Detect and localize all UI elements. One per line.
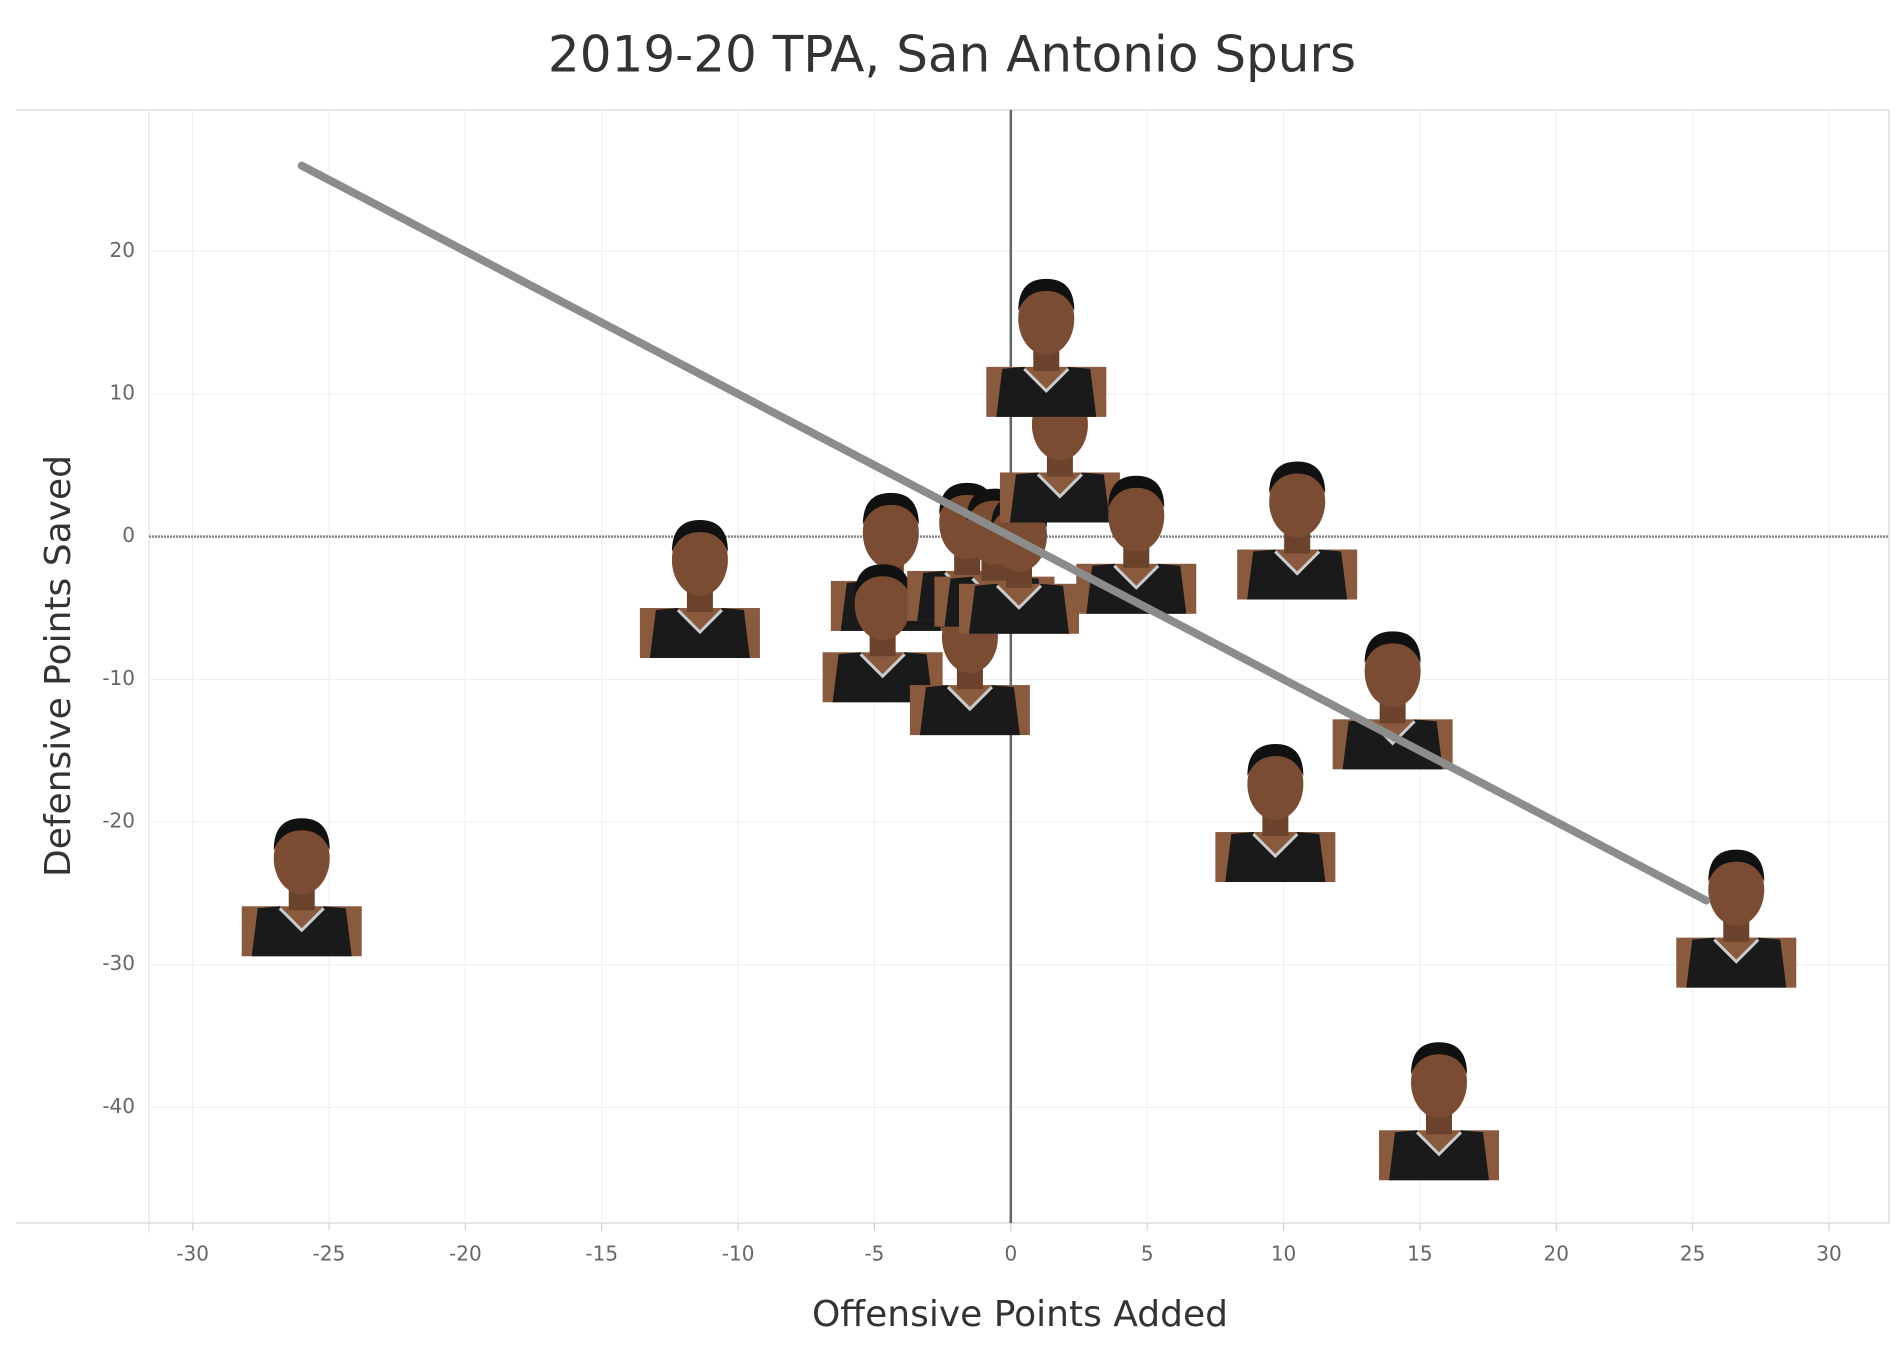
jersey-trim	[1415, 1131, 1463, 1157]
head	[1018, 282, 1075, 355]
hair	[1269, 461, 1326, 494]
y-axis-label: Defensive Points Saved	[38, 455, 79, 877]
hair	[862, 492, 919, 525]
jersey-trim	[278, 907, 325, 933]
player-headshot	[639, 520, 760, 659]
head	[671, 524, 728, 597]
hair	[1247, 744, 1304, 777]
hair	[1708, 849, 1765, 882]
chart-title: 2019-20 TPA, San Antonio Spurs	[548, 26, 1356, 84]
jersey-trim	[1252, 832, 1299, 859]
y-tick-label: -10	[102, 666, 135, 690]
x-tick-label: 20	[1544, 1242, 1569, 1266]
y-tick-label: -40	[102, 1094, 135, 1118]
x-tick-label: -10	[722, 1242, 755, 1266]
hair	[1108, 475, 1165, 508]
x-tick-label: -15	[585, 1242, 618, 1266]
head	[1269, 465, 1326, 538]
hair	[273, 818, 330, 851]
hair	[671, 520, 728, 553]
head	[1411, 1046, 1467, 1119]
player-headshot	[822, 564, 943, 703]
jersey-trim	[676, 608, 723, 635]
trend-line	[297, 161, 1711, 905]
y-tick-label: -30	[102, 951, 135, 975]
head	[1108, 479, 1165, 552]
x-tick-label: 25	[1680, 1242, 1705, 1266]
player-headshot	[1215, 744, 1336, 883]
y-tick-label: 0	[122, 523, 135, 547]
player-headshot	[1676, 849, 1797, 988]
jersey-trim	[946, 686, 993, 712]
jersey-trim	[995, 584, 1043, 610]
hair	[854, 564, 911, 597]
player-headshot	[1237, 461, 1358, 600]
y-tick-label: -20	[102, 809, 135, 833]
hair	[939, 482, 996, 515]
x-tick-label: -20	[449, 1242, 482, 1266]
x-tick-label: -5	[864, 1242, 884, 1266]
jersey-trim	[1274, 550, 1321, 576]
head	[273, 822, 330, 895]
y-tick-label: 10	[110, 380, 135, 404]
x-tick-label: -30	[176, 1242, 209, 1266]
jersey-trim	[1036, 473, 1083, 499]
jersey-trim	[859, 653, 906, 679]
player-headshot	[1332, 631, 1453, 770]
hair	[1018, 278, 1075, 311]
jersey-trim	[1023, 367, 1070, 394]
jersey-trim	[1713, 938, 1760, 964]
x-tick-label: 30	[1816, 1242, 1841, 1266]
head	[1247, 748, 1304, 821]
player-headshot	[986, 278, 1107, 417]
head	[862, 496, 919, 569]
x-tick-label: 5	[1141, 1242, 1154, 1266]
player-headshot	[1379, 1042, 1499, 1181]
x-axis-label: Offensive Points Added	[812, 1294, 1228, 1335]
hair	[1364, 631, 1421, 664]
player-headshot	[241, 818, 362, 957]
x-tick-label: -25	[313, 1242, 346, 1266]
head	[1708, 853, 1765, 926]
head	[854, 568, 911, 641]
x-tick-label: 15	[1407, 1242, 1432, 1266]
head	[1364, 635, 1421, 708]
hair	[1411, 1042, 1467, 1075]
jersey-trim	[1113, 564, 1160, 590]
player-headshot	[1076, 475, 1197, 614]
x-tick-label: 10	[1271, 1242, 1296, 1266]
y-tick-label: 20	[110, 238, 135, 262]
x-tick-label: 0	[1004, 1242, 1017, 1266]
